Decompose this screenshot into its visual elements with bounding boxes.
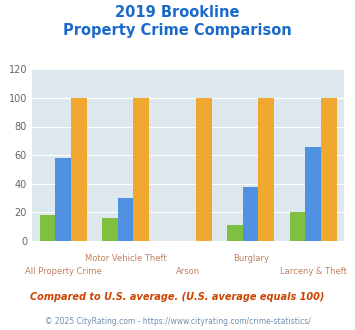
Bar: [305, 147, 321, 241]
Bar: [227, 225, 243, 241]
Text: Motor Vehicle Theft: Motor Vehicle Theft: [85, 254, 166, 263]
Bar: [290, 212, 305, 241]
Bar: [133, 98, 149, 241]
Text: Burglary: Burglary: [233, 254, 269, 263]
Bar: [55, 158, 71, 241]
Bar: [102, 218, 118, 241]
Bar: [71, 98, 87, 241]
Bar: [258, 98, 274, 241]
Bar: [243, 186, 258, 241]
Bar: [321, 98, 337, 241]
Text: 2019 Brookline: 2019 Brookline: [115, 5, 240, 20]
Text: Larceny & Theft: Larceny & Theft: [280, 267, 346, 276]
Text: All Property Crime: All Property Crime: [25, 267, 102, 276]
Bar: [118, 198, 133, 241]
Bar: [40, 215, 55, 241]
Text: Property Crime Comparison: Property Crime Comparison: [63, 23, 292, 38]
Text: © 2025 CityRating.com - https://www.cityrating.com/crime-statistics/: © 2025 CityRating.com - https://www.city…: [45, 317, 310, 326]
Text: Compared to U.S. average. (U.S. average equals 100): Compared to U.S. average. (U.S. average …: [30, 292, 325, 302]
Bar: [196, 98, 212, 241]
Text: Arson: Arson: [176, 267, 200, 276]
